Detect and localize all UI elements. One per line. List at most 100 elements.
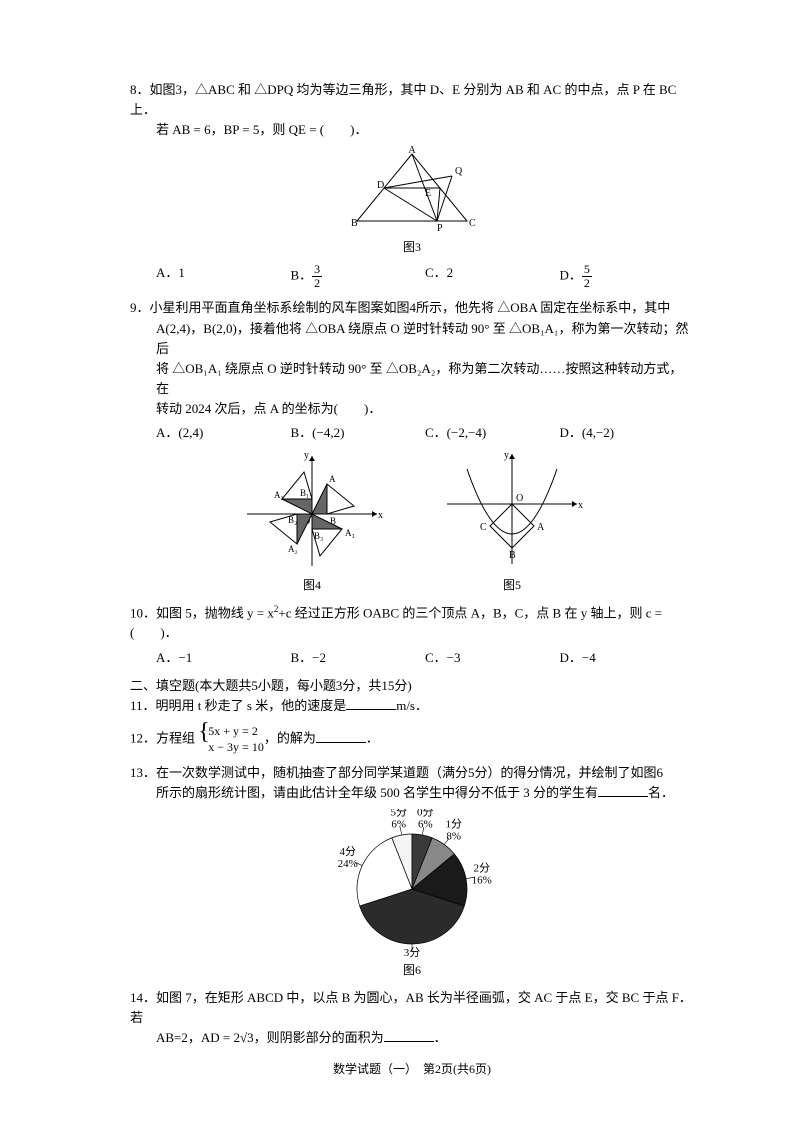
- question-14: 14．如图 7，在矩形 ABCD 中，以点 B 为圆心，AB 长为半径画弧，交 …: [130, 988, 694, 1048]
- svg-text:A: A: [329, 474, 336, 484]
- svg-text:D: D: [377, 180, 384, 191]
- q8-choice-c: C．2: [425, 263, 560, 290]
- q12-text-a: 方程组: [156, 731, 195, 746]
- triangle-diagram-icon: A B C D E P Q: [337, 146, 487, 236]
- svg-text:y: y: [304, 450, 309, 461]
- q10-choices: A．−1 B．−2 C．−3 D．−4: [130, 648, 694, 668]
- svg-text:6%: 6%: [418, 819, 433, 831]
- svg-text:x: x: [378, 510, 383, 521]
- q9-choice-d: D．(4,−2): [560, 423, 695, 443]
- figure-5-label: 图5: [437, 576, 587, 595]
- q10-choice-c: C．−3: [425, 648, 560, 668]
- q8-choice-b: B．32: [291, 263, 426, 290]
- question-10: 10．如图 5，抛物线 y = x2+c 经过正方形 OABC 的三个顶点 A，…: [130, 603, 694, 668]
- figure-6: 5分6%0分6%1分8%2分16%3分40%4分24% 图6: [130, 809, 694, 980]
- figure-3: A B C D E P Q 图3: [130, 146, 694, 257]
- exam-page: 8．如图3，△ABC 和 △DPQ 均为等边三角形，其中 D、E 分别为 AB …: [0, 0, 794, 1119]
- question-12: 12．方程组 5x + y = 2 x − 3y = 10 ，的解为 ．: [130, 724, 694, 755]
- svg-text:B: B: [509, 550, 516, 561]
- fraction-icon: 52: [582, 263, 592, 290]
- svg-text:B: B: [330, 516, 336, 526]
- figures-4-5: x y O A B A₁ B₁ A₂ B₂: [130, 449, 694, 595]
- q9-text-1: 小星利用平面直角坐标系绘制的风车图案如图4所示，他先将 △OBA 固定在坐标系中…: [150, 300, 671, 315]
- q10-number: 10．: [130, 605, 156, 620]
- fraction-icon: 32: [312, 263, 322, 290]
- q13-text-2b: 名．: [648, 785, 674, 800]
- svg-text:Q: Q: [455, 166, 463, 177]
- q8-choices: A．1 B．32 C．2 D．52: [130, 263, 694, 290]
- figure-4-label: 图4: [237, 576, 387, 595]
- q9-choice-b: B．(−4,2): [291, 423, 426, 443]
- q8-choice-d: D．52: [560, 263, 695, 290]
- svg-text:A₃: A₃: [345, 528, 355, 538]
- page-footer: 数学试题（一） 第2页(共6页): [130, 1060, 694, 1079]
- q9-choice-c: C．(−2,−4): [425, 423, 560, 443]
- q12-number: 12．: [130, 731, 156, 746]
- svg-text:C: C: [469, 218, 476, 229]
- svg-text:A₂: A₂: [288, 544, 298, 554]
- q14-number: 14．: [130, 990, 156, 1005]
- figure-5: x y O A B C 图5: [437, 449, 587, 595]
- blank-input[interactable]: [384, 1028, 434, 1042]
- svg-text:E: E: [425, 188, 431, 199]
- q9-text-2: A(2,4)，B(2,0)，接着他将 △OBA 绕原点 O 逆时针转动 90° …: [130, 319, 694, 359]
- q8-text-2: 若 AB = 6，BP = 5，则 QE = ( )．: [130, 120, 694, 140]
- q9-choices: A．(2,4) B．(−4,2) C．(−2,−4) D．(4,−2): [130, 423, 694, 443]
- svg-text:B: B: [351, 218, 358, 229]
- q10-choice-a: A．−1: [156, 648, 291, 668]
- svg-text:4分: 4分: [340, 845, 357, 858]
- question-11: 11．明明用 t 秒走了 s 米，他的速度是m/s．: [130, 696, 694, 716]
- q8-choice-a: A．1: [156, 263, 291, 290]
- blank-input[interactable]: [316, 729, 366, 743]
- question-9: 9．小星利用平面直角坐标系绘制的风车图案如图4所示，他先将 △OBA 固定在坐标…: [130, 298, 694, 595]
- q11-text-a: 明明用 t 秒走了 s 米，他的速度是: [156, 698, 347, 713]
- q14-text-1: 如图 7，在矩形 ABCD 中，以点 B 为圆心，AB 长为半径画弧，交 AC …: [130, 990, 692, 1025]
- equation-system: 5x + y = 2 x − 3y = 10: [198, 724, 264, 755]
- svg-text:B₁: B₁: [300, 488, 309, 498]
- q10-choice-b: B．−2: [291, 648, 426, 668]
- q9-text-4: 转动 2024 次后，点 A 的坐标为( )．: [130, 399, 694, 419]
- figure-4: x y O A B A₁ B₁ A₂ B₂: [237, 449, 387, 595]
- svg-text:C: C: [480, 522, 487, 533]
- svg-text:P: P: [437, 223, 443, 234]
- figure-3-label: 图3: [130, 238, 694, 257]
- svg-text:B₂: B₂: [288, 515, 297, 525]
- svg-text:B₃: B₃: [314, 531, 323, 541]
- svg-text:0分: 0分: [417, 809, 434, 818]
- q14-text-2b: ．: [434, 1030, 447, 1045]
- q8-number: 8．: [130, 82, 150, 97]
- svg-text:8%: 8%: [446, 831, 461, 843]
- q9-text-3: 将 △OB₁A₁ 绕原点 O 逆时针转动 90° 至 △OB₂A₂，称为第二次转…: [130, 359, 694, 399]
- svg-text:y: y: [504, 450, 509, 461]
- q14-text-2a: AB=2，AD = 2√3，则阴影部分的面积为: [156, 1030, 384, 1045]
- q9-choice-a: A．(2,4): [156, 423, 291, 443]
- svg-text:1分: 1分: [445, 818, 462, 831]
- svg-text:16%: 16%: [472, 875, 492, 887]
- svg-text:A₁: A₁: [274, 490, 284, 500]
- q9-number: 9．: [130, 300, 150, 315]
- q10-text-pre: 如图 5，抛物线 y = x: [156, 605, 274, 620]
- figure-6-label: 图6: [130, 961, 694, 980]
- q12-text-c: ．: [366, 731, 379, 746]
- svg-text:O: O: [516, 493, 523, 504]
- q8-text-1: 如图3，△ABC 和 △DPQ 均为等边三角形，其中 D、E 分别为 AB 和 …: [130, 82, 676, 117]
- svg-text:5分: 5分: [390, 809, 407, 818]
- q13-text-2a: 所示的扇形统计图，请由此估计全年级 500 名学生中得分不低于 3 分的学生有: [156, 785, 598, 800]
- svg-text:6%: 6%: [391, 819, 406, 831]
- q10-choice-d: D．−4: [560, 648, 695, 668]
- svg-text:24%: 24%: [338, 858, 358, 870]
- section-2-header: 二、填空题(本大题共5小题，每小题3分，共15分): [130, 676, 694, 696]
- q12-text-b: ，的解为: [264, 731, 316, 746]
- parabola-diagram-icon: x y O A B C: [437, 449, 587, 574]
- question-8: 8．如图3，△ABC 和 △DPQ 均为等边三角形，其中 D、E 分别为 AB …: [130, 80, 694, 290]
- blank-input[interactable]: [346, 696, 396, 710]
- q11-text-b: m/s．: [396, 698, 428, 713]
- q13-text-1: 在一次数学测试中，随机抽查了部分同学某道题（满分5分）的得分情况，并绘制了如图6: [156, 765, 663, 780]
- svg-text:2分: 2分: [473, 862, 490, 875]
- svg-text:A: A: [537, 522, 545, 533]
- windmill-diagram-icon: x y O A B A₁ B₁ A₂ B₂: [237, 449, 387, 574]
- q13-number: 13．: [130, 765, 156, 780]
- blank-input[interactable]: [598, 783, 648, 797]
- svg-text:A: A: [408, 146, 416, 156]
- svg-text:x: x: [578, 500, 583, 511]
